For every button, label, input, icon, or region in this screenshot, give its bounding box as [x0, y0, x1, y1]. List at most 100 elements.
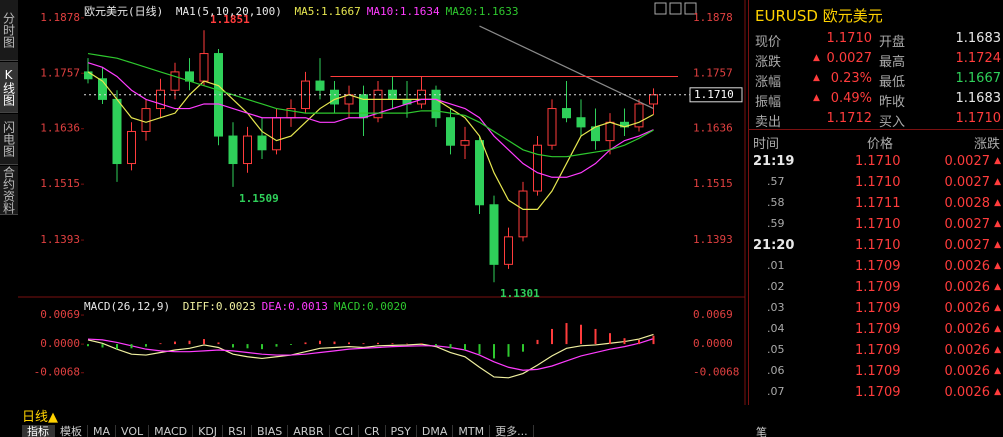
indicator-tab[interactable]: ARBR [288, 425, 330, 437]
candle-body [272, 117, 281, 151]
trade-price: 1.1709 [855, 322, 901, 337]
ma-line [87, 52, 654, 158]
trade-change: 0.0026 [944, 385, 991, 400]
candle-body [112, 98, 122, 165]
window-icon[interactable] [654, 2, 667, 15]
quote-value: 0.49% [830, 91, 872, 106]
candle-body [605, 121, 615, 142]
trades-header-cell: 价格 [867, 137, 894, 152]
window-icon[interactable] [669, 2, 682, 15]
indicator-tab[interactable]: RSI [223, 425, 252, 437]
up-arrow: ▲ [813, 73, 820, 83]
candle-body [141, 108, 151, 132]
up-arrow: ▲ [994, 261, 1001, 271]
side-tab[interactable]: K线图 [0, 62, 18, 113]
trade-row: .59 1.1710 0.0027 ▲ [749, 215, 1003, 235]
candles [84, 30, 658, 283]
ma-legend-value: 1.1667 [320, 5, 361, 18]
quote-label: 开盘 [879, 35, 906, 50]
ma-legend: MA5:1.1667 [294, 5, 360, 18]
quote-row: 现价 1.1710 开盘 1.1683 [749, 29, 1003, 50]
trades-header: 时间 价格 涨跌 [749, 131, 1003, 152]
macd-title: MACD(26,12,9) [84, 300, 171, 313]
quote-label: 振幅 [755, 95, 782, 110]
y-tick-label: 0.0000 [40, 337, 80, 350]
trade-time: 21:20 [753, 238, 795, 253]
trade-time: .06 [767, 364, 785, 377]
extreme-label: 1.1851 [210, 13, 250, 26]
candle-body [243, 135, 252, 165]
y-tick-label: 0.0069 [693, 308, 733, 321]
bottom-bar: 日线▲ 指标 模板 MA VOL MACD KDJ RSI BIAS ARBR CCI CR PSY D… [0, 405, 1003, 437]
candle-body [431, 89, 441, 119]
quote-value: 1.1724 [955, 51, 1002, 66]
indicator-tab[interactable]: CR [359, 425, 386, 437]
quote-title: EURUSD 欧元美元 [755, 7, 883, 25]
quote-label: 卖出 [755, 115, 782, 130]
indicator-tab[interactable]: VOL [116, 425, 150, 437]
macd-legend: MACD:0.0020 [334, 300, 407, 313]
indicator-tab[interactable]: 模板 [55, 425, 88, 437]
trade-price: 1.1709 [855, 364, 901, 379]
y-tick-label: 1.1757 [40, 66, 80, 79]
ma-legend: MA10:1.1634 [367, 5, 440, 18]
trade-row: .04 1.1709 0.0026 ▲ [749, 320, 1003, 340]
quote-value: 0.23% [830, 71, 872, 86]
indicator-tab[interactable]: MTM [453, 425, 491, 437]
trade-change: 0.0026 [944, 322, 991, 337]
indicator-name: MA1(5,10,20,100) [175, 5, 282, 18]
quote-label: 涨跌 [755, 55, 782, 70]
trade-price: 1.1710 [855, 217, 901, 232]
quote-row: 卖出 1.1712 买入 1.1710 [749, 109, 1003, 130]
side-tab[interactable]: 分时图 [0, 0, 18, 61]
indicator-tab[interactable]: KDJ [193, 425, 224, 437]
candle-body [199, 53, 209, 82]
indicator-tab[interactable]: CCI [330, 425, 360, 437]
chart-title: 欧元美元(日线) [84, 5, 164, 18]
trade-row: .01 1.1709 0.0026 ▲ [749, 257, 1003, 277]
quote-row: 涨跌 ▲ 0.0027 最高 1.1724 [749, 49, 1003, 70]
trade-price: 1.1709 [855, 280, 901, 295]
period-selector[interactable]: 日线▲ [22, 410, 58, 425]
trade-change: 0.0026 [944, 280, 991, 295]
side-tab[interactable]: 闪电图 [0, 114, 18, 165]
main-header: 欧元美元(日线) MA1(5,10,20,100) MA5:1.1667 MA10… [84, 3, 530, 19]
y-tick-label: 1.1636 [40, 122, 80, 135]
side-tab[interactable]: 合约资料 [0, 166, 18, 215]
indicator-tab[interactable]: MACD [149, 425, 194, 437]
quote-label: 最低 [879, 75, 906, 90]
candle-body [417, 89, 426, 105]
macd-header: MACD(26,12,9) DIFF:0.0023 DEA:0.0013 MACD:… [84, 300, 419, 313]
macd-legend-name: DIFF: [182, 300, 216, 313]
up-arrow: ▲ [994, 324, 1001, 334]
macd-legend-name: MACD: [333, 300, 367, 313]
y-tick-label: 1.1636 [693, 122, 733, 135]
trade-time: .03 [767, 301, 785, 314]
quote-row: 振幅 ▲ 0.49% 昨收 1.1683 [749, 89, 1003, 110]
indicator-tab[interactable]: PSY [386, 425, 417, 437]
macd-legend: DEA:0.0013 [262, 300, 328, 313]
window-icon[interactable] [684, 2, 697, 15]
indicator-tab[interactable]: MA [88, 425, 117, 437]
ma-legend-name: MA10: [366, 5, 400, 18]
trade-change: 0.0027 [944, 175, 991, 190]
trade-time: .58 [767, 196, 785, 209]
indicator-tab[interactable]: 更多... [490, 425, 534, 437]
trades-tab[interactable]: 笔 [756, 426, 767, 437]
ma-legend: MA20:1.1633 [446, 5, 519, 18]
trade-time: .01 [767, 259, 785, 272]
ma-legend-value: 1.1633 [478, 5, 519, 18]
y-tick-label: 0.0000 [693, 337, 733, 350]
quote-value: 1.1667 [955, 71, 1002, 86]
trade-row: .02 1.1709 0.0026 ▲ [749, 278, 1003, 298]
candle-body [649, 94, 658, 105]
up-arrow: ▲ [994, 198, 1001, 208]
y-tick-label: 1.1878 [40, 11, 80, 24]
candle-body [446, 117, 455, 146]
indicator-tab[interactable]: 指标 [22, 425, 55, 437]
indicator-tab[interactable]: DMA [417, 425, 454, 437]
indicator-tab[interactable]: BIAS [252, 425, 289, 437]
candle-body [373, 89, 383, 119]
trade-time: .07 [767, 385, 785, 398]
